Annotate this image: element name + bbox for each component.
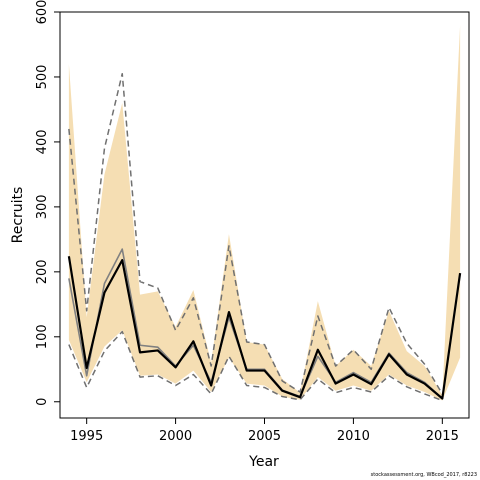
y-tick-label: 300 (35, 194, 50, 219)
x-tick-label: 2010 (337, 429, 370, 444)
y-axis: 0 100 200 300 400 500 600 (35, 0, 60, 406)
footnote: stockassessment.org, WBcod_2017, r8223 (370, 472, 477, 478)
x-axis: 1995 2000 2005 2010 2015 (70, 418, 459, 444)
x-tick-label: 2005 (248, 429, 281, 444)
x-tick-label: 2000 (159, 429, 192, 444)
series-line-comparison-upper (68, 72, 443, 395)
x-axis-label: Year (248, 454, 279, 470)
y-tick-label: 100 (35, 324, 50, 349)
x-tick-label: 2015 (426, 429, 459, 444)
y-tick-label: 200 (35, 259, 50, 284)
series-line-comparison-lower (68, 330, 443, 402)
y-axis-label: Recruits (10, 187, 26, 244)
series-lines-layer (67, 72, 462, 402)
x-tick-label: 1995 (70, 429, 103, 444)
y-tick-label: 400 (35, 130, 50, 155)
y-tick-label: 500 (35, 65, 50, 90)
y-tick-label: 0 (35, 398, 50, 406)
series-line-estimate (67, 256, 462, 400)
y-tick-label: 600 (35, 0, 50, 24)
